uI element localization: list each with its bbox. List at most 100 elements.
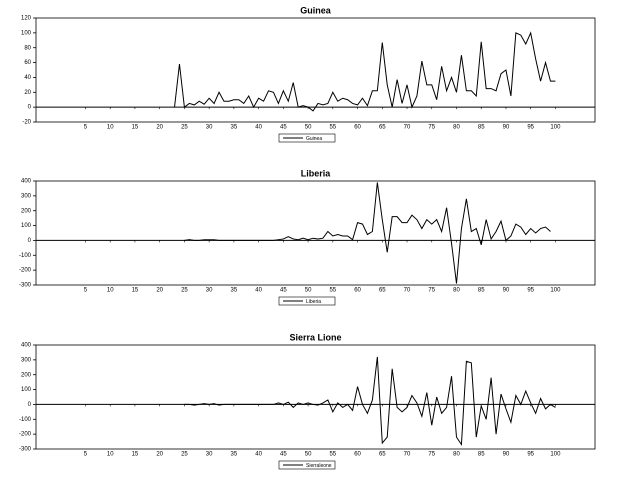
x-tick-label: 95 [527,452,534,458]
x-tick-label: 50 [305,288,312,294]
x-tick-label: 60 [354,452,361,458]
y-tick-label: 0 [28,105,32,111]
y-tick-label: -300 [19,447,32,453]
y-tick-label: 300 [21,193,32,199]
x-tick-label: 75 [428,452,435,458]
x-tick-label: 30 [206,452,213,458]
legend-label: Sierraleone [306,463,332,469]
x-tick-label: 100 [550,288,561,294]
line-series [174,31,556,112]
x-tick-label: 10 [107,288,114,294]
x-tick-label: 100 [550,125,561,131]
x-tick-label: 25 [181,452,188,458]
x-tick-label: 45 [280,125,287,131]
x-tick-label: 60 [354,288,361,294]
x-tick-label: 85 [478,125,485,131]
x-tick-label: 50 [305,452,312,458]
x-tick-label: 20 [156,452,163,458]
x-tick-label: 65 [379,452,386,458]
x-tick-label: 40 [255,288,262,294]
x-tick-label: 90 [503,288,510,294]
y-tick-label: 100 [21,30,32,36]
y-tick-label: 0 [28,402,32,408]
chart-title: Sierra Lione [289,332,341,342]
x-tick-label: 40 [255,125,262,131]
x-tick-label: 95 [527,125,534,131]
chart-title: Guinea [300,5,332,15]
y-tick-label: 400 [21,179,32,185]
x-tick-label: 15 [132,288,139,294]
y-tick-label: -200 [19,268,32,274]
x-tick-label: 85 [478,288,485,294]
y-tick-label: -300 [19,283,32,289]
y-tick-label: -20 [22,120,31,126]
x-tick-label: 80 [453,125,460,131]
chart-title: Liberia [301,168,332,178]
x-tick-label: 65 [379,288,386,294]
x-tick-label: 25 [181,125,188,131]
line-series [184,182,551,284]
x-tick-label: 35 [231,452,238,458]
x-tick-label: 90 [503,452,510,458]
x-tick-label: 70 [404,452,411,458]
x-tick-label: 65 [379,125,386,131]
y-tick-label: 100 [21,223,32,229]
x-tick-label: 55 [329,452,336,458]
x-tick-label: 60 [354,125,361,131]
y-tick-label: 120 [21,16,32,22]
line-series [184,356,556,447]
x-tick-label: 75 [428,288,435,294]
x-tick-label: 10 [107,452,114,458]
y-tick-label: 100 [21,387,32,393]
x-tick-label: 45 [280,288,287,294]
y-tick-label: 60 [24,60,31,66]
y-tick-label: -200 [19,432,32,438]
x-tick-label: 85 [478,452,485,458]
y-tick-label: 200 [21,372,32,378]
x-tick-label: 70 [404,125,411,131]
x-tick-label: 40 [255,452,262,458]
x-tick-label: 80 [453,452,460,458]
legend-label: Liberia [306,299,321,305]
x-tick-label: 45 [280,452,287,458]
legend-label: Guinea [306,136,322,142]
y-tick-label: 400 [21,343,32,349]
x-tick-label: 25 [181,288,188,294]
y-tick-label: 0 [28,238,32,244]
x-tick-label: 35 [231,125,238,131]
x-tick-label: 95 [527,288,534,294]
x-tick-label: 15 [132,125,139,131]
y-tick-label: 300 [21,357,32,363]
x-tick-label: 5 [84,452,88,458]
x-tick-label: 80 [453,288,460,294]
legend-box [278,296,336,306]
y-tick-label: 20 [24,90,31,96]
y-tick-label: 40 [24,75,31,81]
x-tick-label: 55 [329,288,336,294]
legend-box [278,133,336,143]
x-tick-label: 90 [503,125,510,131]
x-tick-label: 100 [550,452,561,458]
x-tick-label: 30 [206,288,213,294]
x-tick-label: 20 [156,125,163,131]
x-tick-label: 35 [231,288,238,294]
x-tick-label: 5 [84,125,88,131]
y-tick-label: -100 [19,417,32,423]
y-tick-label: -100 [19,253,32,259]
x-tick-label: 10 [107,125,114,131]
plot-frame [35,344,596,450]
plot-frame [35,17,596,123]
y-tick-label: 80 [24,45,31,51]
x-tick-label: 50 [305,125,312,131]
x-tick-label: 30 [206,125,213,131]
legend-box [278,460,336,470]
plot-frame [35,180,596,286]
x-tick-label: 20 [156,288,163,294]
x-tick-label: 75 [428,125,435,131]
y-tick-label: 200 [21,208,32,214]
x-tick-label: 55 [329,125,336,131]
x-tick-label: 70 [404,288,411,294]
x-tick-label: 5 [84,288,88,294]
x-tick-label: 15 [132,452,139,458]
